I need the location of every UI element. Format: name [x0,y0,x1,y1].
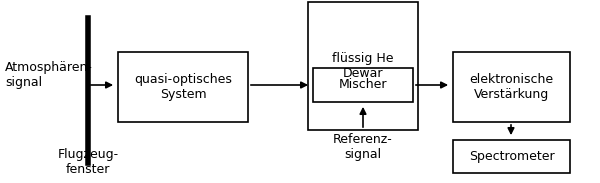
Text: Flugzeug-
fenster: Flugzeug- fenster [58,148,119,176]
Text: Spectrometer: Spectrometer [469,150,554,163]
Text: flüssig He
Dewar: flüssig He Dewar [332,52,394,80]
Text: Atmosphären-
signal: Atmosphären- signal [5,61,93,89]
Bar [308,2,418,130]
Bar [313,68,413,102]
Bar [453,140,570,173]
Text: quasi-optisches
System: quasi-optisches System [134,73,232,101]
Text: Referenz-
signal: Referenz- signal [333,133,393,161]
Text: Mischer: Mischer [339,79,387,92]
Bar [453,52,570,122]
Text: elektronische
Verstärkung: elektronische Verstärkung [469,73,554,101]
Bar [118,52,248,122]
